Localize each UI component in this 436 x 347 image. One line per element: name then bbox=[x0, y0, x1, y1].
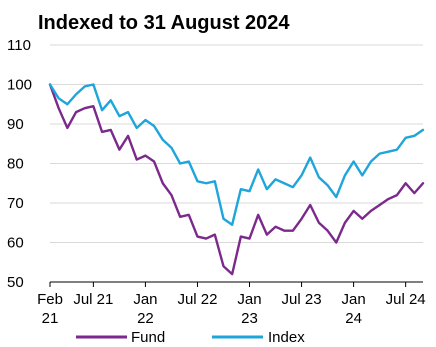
legend-label-fund: Fund bbox=[131, 329, 165, 346]
x-tick-label: Jan bbox=[237, 291, 261, 308]
x-tick-label: Jul 22 bbox=[177, 291, 217, 308]
y-tick-label: 70 bbox=[7, 195, 24, 212]
gridlines bbox=[50, 44, 423, 283]
y-tick-label: 100 bbox=[7, 77, 32, 94]
x-tick-label: Feb bbox=[37, 291, 63, 308]
y-tick-label: 90 bbox=[7, 116, 24, 133]
x-tick-label-line2: 24 bbox=[345, 310, 362, 327]
y-tick-label: 80 bbox=[7, 156, 24, 173]
x-tick-label: Jan bbox=[133, 291, 157, 308]
series-line-index bbox=[48, 83, 425, 226]
legend-label-index: Index bbox=[268, 329, 305, 346]
legend: Fund Index bbox=[76, 329, 305, 346]
series-line-fund bbox=[48, 83, 425, 276]
x-tick-label: Jul 24 bbox=[386, 291, 426, 308]
y-tick-label: 50 bbox=[7, 274, 24, 291]
y-tick-label: 110 bbox=[7, 37, 31, 54]
x-tick-label-line2: 22 bbox=[137, 310, 154, 327]
series-lines bbox=[48, 83, 425, 276]
x-axis-ticks: Feb 21 Jul 21 Jan 22 Jul 22 Jan 23 Jul 23 Jan 24 Ju… bbox=[37, 282, 426, 327]
x-tick-label: Jan bbox=[342, 291, 366, 308]
x-tick-label: Jul 21 bbox=[73, 291, 113, 308]
y-tick-label: 60 bbox=[7, 235, 24, 252]
x-tick-label-line2: 23 bbox=[241, 310, 258, 327]
x-tick-label-line2: 21 bbox=[42, 310, 59, 327]
y-axis-ticks: 50 60 70 80 90 100 110 bbox=[7, 37, 32, 291]
chart-title: Indexed to 31 August 2024 bbox=[38, 12, 290, 34]
x-tick-label: Jul 23 bbox=[282, 291, 322, 308]
